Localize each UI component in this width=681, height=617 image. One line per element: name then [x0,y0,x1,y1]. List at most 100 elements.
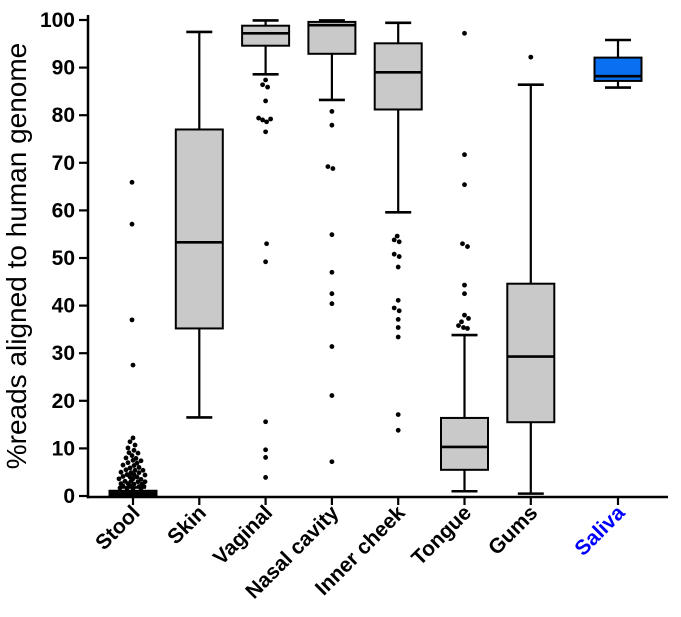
data-point [395,334,401,340]
data-point [394,233,400,239]
data-point [120,474,126,479]
data-point [129,317,135,323]
data-point [459,319,464,325]
y-axis-title: %reads aligned to human genome [1,43,32,470]
data-point [465,244,470,249]
data-point [130,457,136,463]
data-point [260,117,265,123]
box-group-gums: Gums [484,54,556,560]
data-point [263,419,268,425]
data-point [123,467,129,473]
data-point [462,282,467,288]
data-point [136,465,142,470]
y-tick-label: 90 [52,57,75,80]
data-point [117,485,123,491]
y-tick-label: 0 [63,485,75,508]
data-point [329,232,335,238]
data-point [264,241,269,247]
data-point [129,453,135,458]
data-point [462,312,467,318]
data-point [130,435,136,441]
iqr-box-skin [174,128,224,330]
data-point [118,469,124,475]
data-point [136,470,142,476]
data-point [391,305,397,311]
data-point [462,291,467,297]
y-tick-label: 70 [52,152,75,175]
data-point [329,459,335,465]
iqr-box-vaginal [241,24,291,47]
data-point [465,326,470,331]
y-tick-label: 20 [52,390,75,413]
data-point [329,122,335,128]
data-point [330,166,336,171]
data-point [256,115,261,121]
data-point [395,412,401,418]
data-point [460,241,465,247]
x-label-stool: Stool [91,501,144,554]
iqr-box-inner-cheek [373,42,423,111]
box-group-stool: Stool [91,179,158,555]
data-point [462,152,467,158]
data-point [116,476,122,482]
y-tick-label: 10 [52,437,75,460]
data-point [263,129,268,135]
data-point [131,463,137,468]
data-point [135,450,141,456]
data-point [263,77,268,83]
data-point [329,301,335,307]
data-point [125,460,131,466]
data-point [132,442,138,448]
iqr-box-nasal-cavity [307,20,357,55]
y-tick-label: 40 [52,295,75,318]
data-point [462,182,467,188]
y-tick-label: 80 [52,104,75,127]
data-point [263,259,268,265]
y-tick-label: 100 [40,9,75,32]
data-point [263,98,268,104]
box-group-skin: Skin [163,30,224,549]
data-point [142,472,148,478]
data-point [395,264,401,270]
data-point [329,291,335,297]
data-point [127,439,133,445]
x-label-vaginal: Vaginal [209,501,277,569]
data-point [134,474,140,480]
data-point [396,308,402,314]
data-point [462,30,467,36]
iqr-box-tongue [440,416,489,471]
x-label-tongue: Tongue [407,501,476,570]
data-point [395,427,401,433]
data-point [140,467,146,473]
data-point [138,458,144,464]
data-point [395,325,401,330]
iqr-box-gums [506,282,556,424]
data-point [329,108,335,114]
x-label-gums: Gums [484,501,542,559]
box-group-tongue: Tongue [407,30,489,570]
data-point [461,325,466,330]
data-point [268,116,273,122]
data-point [127,465,133,471]
data-point [325,164,331,170]
data-point [391,251,397,257]
data-point [125,445,131,451]
y-tick-label: 60 [52,199,75,222]
data-point [260,82,265,88]
data-point [263,455,268,460]
data-point [395,317,401,322]
data-point [265,84,270,90]
data-point [130,485,136,491]
data-point [131,481,137,487]
data-point [132,467,138,473]
data-point [126,450,132,456]
data-point [129,179,135,185]
data-point [396,239,402,245]
data-point [120,462,126,468]
data-point [263,447,268,453]
data-point [130,362,136,368]
data-point [391,237,397,243]
data-point [138,485,144,491]
